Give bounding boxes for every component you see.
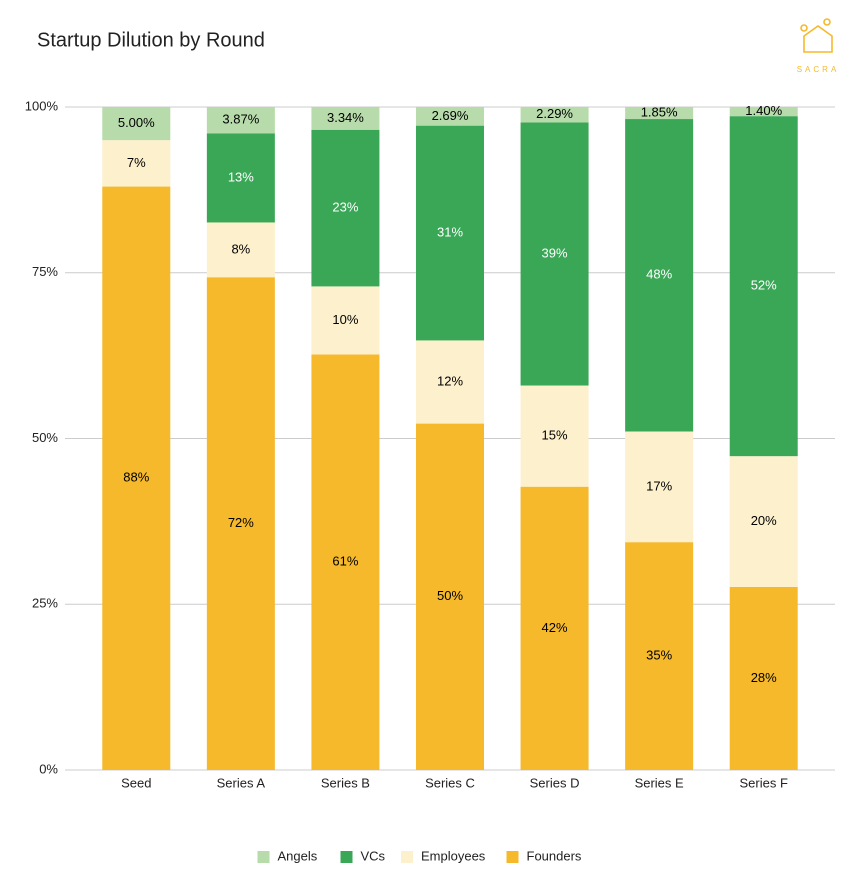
- bar-segment: [625, 107, 694, 120]
- bar-segment: [729, 116, 798, 457]
- bar-segment: [729, 456, 798, 587]
- data-label: 28%: [751, 670, 777, 685]
- data-label: 13%: [228, 169, 254, 184]
- data-label: 20%: [751, 513, 777, 528]
- data-label: 5.00%: [118, 115, 155, 130]
- data-label: 3.87%: [222, 112, 259, 127]
- bar-segment: [311, 129, 380, 287]
- legend-label: VCs: [361, 848, 386, 863]
- data-label: 3.34%: [327, 110, 364, 125]
- bar-segment: [729, 586, 798, 770]
- bar-segment: [520, 486, 589, 770]
- bar-segment: [520, 122, 589, 386]
- y-tick-label: 75%: [32, 264, 58, 279]
- bar-segment: [625, 542, 694, 770]
- x-tick-label: Seed: [121, 775, 151, 790]
- x-tick-label: Series D: [530, 775, 580, 790]
- data-label: 1.85%: [641, 104, 678, 119]
- data-label: 50%: [437, 588, 463, 603]
- data-label: 72%: [228, 515, 254, 530]
- x-tick-label: Series E: [635, 775, 684, 790]
- data-label: 7%: [127, 155, 146, 170]
- data-label: 12%: [437, 373, 463, 388]
- logo: [800, 18, 833, 53]
- data-label: 61%: [332, 554, 358, 569]
- bar-segment: [416, 125, 484, 341]
- data-label: 39%: [542, 245, 568, 260]
- bar-segment: [102, 107, 171, 141]
- data-label: 15%: [542, 428, 568, 443]
- bar-segment: [311, 286, 380, 355]
- x-tick-label: Series A: [217, 775, 266, 790]
- bar-segment: [729, 107, 798, 117]
- data-label: 42%: [542, 620, 568, 635]
- data-label: 8%: [231, 241, 250, 256]
- legend-swatch: [506, 851, 519, 863]
- data-label: 1.40%: [745, 103, 782, 118]
- data-label: 23%: [332, 200, 358, 215]
- data-label: 35%: [646, 648, 672, 663]
- legend-label: Employees: [421, 848, 486, 863]
- bar-segment: [416, 340, 484, 424]
- y-tick-label: 50%: [32, 430, 58, 445]
- x-tick-label: Series B: [321, 775, 370, 790]
- bar-segment: [311, 354, 380, 770]
- legend-label: Founders: [527, 848, 582, 863]
- data-label: 10%: [332, 312, 358, 327]
- bar-segment: [311, 107, 380, 130]
- y-tick-label: 100%: [25, 98, 59, 113]
- logo-icon: [803, 25, 833, 53]
- data-label: 31%: [437, 224, 463, 239]
- legend-swatch: [401, 851, 413, 863]
- data-label: 88%: [123, 470, 149, 485]
- chart-title: Startup Dilution by Round: [37, 29, 265, 51]
- bar-segment: [206, 222, 275, 278]
- logo-icon: [800, 24, 808, 32]
- legend-swatch: [340, 851, 353, 863]
- bar-segment: [416, 107, 484, 126]
- bar-segment: [102, 140, 171, 187]
- bar-segment: [520, 107, 589, 123]
- legend-swatch: [257, 851, 270, 863]
- bar-segment: [102, 186, 171, 770]
- y-tick-label: 0%: [39, 761, 58, 776]
- logo-text: SACRA: [797, 65, 840, 74]
- bar-segment: [625, 431, 694, 543]
- data-label: 48%: [646, 267, 672, 282]
- bar-segment: [520, 385, 589, 487]
- bar-segment: [206, 277, 275, 770]
- legend-label: Angels: [278, 848, 318, 863]
- bar-segment: [206, 133, 275, 223]
- y-tick-label: 25%: [32, 596, 58, 611]
- data-label: 52%: [751, 278, 777, 293]
- bar-segment: [416, 423, 484, 770]
- data-label: 2.69%: [432, 108, 469, 123]
- data-label: 2.29%: [536, 106, 573, 121]
- x-tick-label: Series F: [740, 775, 788, 790]
- bar-segment: [625, 119, 694, 432]
- bar-segment: [206, 107, 275, 134]
- logo-icon: [823, 18, 831, 26]
- x-tick-label: Series C: [425, 775, 475, 790]
- data-label: 17%: [646, 478, 672, 493]
